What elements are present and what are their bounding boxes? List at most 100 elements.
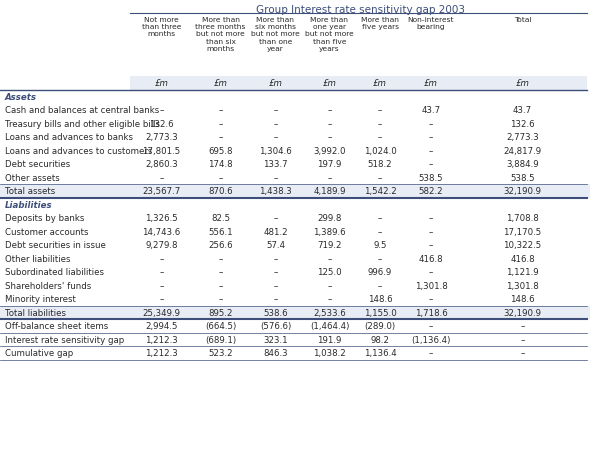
- Text: –: –: [378, 214, 382, 223]
- Text: 132.6: 132.6: [149, 119, 174, 129]
- Text: Debt securities: Debt securities: [5, 160, 70, 169]
- Text: More than
six months
but not more
than one
year: More than six months but not more than o…: [251, 17, 300, 52]
- Text: More than
three months
but not more
than six
months: More than three months but not more than…: [195, 17, 245, 52]
- Text: –: –: [327, 133, 332, 142]
- Text: 197.9: 197.9: [317, 160, 342, 169]
- Bar: [130, 77, 587, 90]
- Text: –: –: [429, 295, 433, 303]
- Text: 538.6: 538.6: [263, 308, 288, 317]
- Text: –: –: [378, 227, 382, 236]
- Text: –: –: [327, 254, 332, 263]
- Text: 148.6: 148.6: [510, 295, 535, 303]
- Text: (576.6): (576.6): [260, 322, 291, 330]
- Text: Non-interest
bearing: Non-interest bearing: [408, 17, 454, 30]
- Text: 1,389.6: 1,389.6: [313, 227, 346, 236]
- Text: –: –: [429, 241, 433, 250]
- Text: 133.7: 133.7: [263, 160, 288, 169]
- Text: 1,301.8: 1,301.8: [415, 281, 447, 290]
- Text: 24,817.9: 24,817.9: [503, 146, 542, 156]
- Text: Customer accounts: Customer accounts: [5, 227, 88, 236]
- Text: 416.8: 416.8: [419, 254, 443, 263]
- Text: 1,542.2: 1,542.2: [363, 187, 396, 196]
- Text: 4,189.9: 4,189.9: [313, 187, 346, 196]
- Text: –: –: [273, 174, 278, 182]
- Text: 25,349.9: 25,349.9: [143, 308, 181, 317]
- Text: 870.6: 870.6: [208, 187, 233, 196]
- Text: 1,121.9: 1,121.9: [506, 268, 539, 277]
- Text: –: –: [159, 174, 163, 182]
- Text: –: –: [273, 214, 278, 223]
- Text: 14,743.6: 14,743.6: [142, 227, 181, 236]
- Bar: [0, 185, 590, 198]
- Text: –: –: [378, 106, 382, 115]
- Text: –: –: [273, 268, 278, 277]
- Text: More than
five years: More than five years: [361, 17, 399, 30]
- Text: 556.1: 556.1: [208, 227, 233, 236]
- Text: 132.6: 132.6: [510, 119, 535, 129]
- Text: 846.3: 846.3: [263, 348, 288, 358]
- Text: –: –: [327, 281, 332, 290]
- Text: £m: £m: [516, 79, 529, 88]
- Text: 1,136.4: 1,136.4: [363, 348, 396, 358]
- Text: –: –: [273, 254, 278, 263]
- Text: 43.7: 43.7: [513, 106, 532, 115]
- Text: –: –: [218, 281, 222, 290]
- Text: 23,567.7: 23,567.7: [142, 187, 181, 196]
- Text: –: –: [159, 295, 163, 303]
- Text: Cumulative gap: Cumulative gap: [5, 348, 73, 358]
- Text: 32,190.9: 32,190.9: [503, 308, 542, 317]
- Text: 523.2: 523.2: [208, 348, 233, 358]
- Text: –: –: [273, 281, 278, 290]
- Text: Total assets: Total assets: [5, 187, 55, 196]
- Text: 1,438.3: 1,438.3: [259, 187, 292, 196]
- Text: 719.2: 719.2: [317, 241, 342, 250]
- Text: 895.2: 895.2: [208, 308, 232, 317]
- Text: 10,322.5: 10,322.5: [503, 241, 542, 250]
- Text: –: –: [429, 268, 433, 277]
- Text: Other assets: Other assets: [5, 174, 60, 182]
- Text: –: –: [378, 281, 382, 290]
- Text: Interest rate sensitivity gap: Interest rate sensitivity gap: [5, 335, 124, 344]
- Text: 17,170.5: 17,170.5: [503, 227, 542, 236]
- Text: 481.2: 481.2: [263, 227, 288, 236]
- Text: £m: £m: [155, 79, 168, 88]
- Text: 2,773.3: 2,773.3: [506, 133, 539, 142]
- Text: £m: £m: [214, 79, 227, 88]
- Text: Loans and advances to customers: Loans and advances to customers: [5, 146, 152, 156]
- Text: –: –: [378, 133, 382, 142]
- Text: 323.1: 323.1: [263, 335, 288, 344]
- Text: 2,773.3: 2,773.3: [145, 133, 178, 142]
- Text: £m: £m: [424, 79, 438, 88]
- Text: –: –: [378, 254, 382, 263]
- Text: –: –: [273, 106, 278, 115]
- Text: £m: £m: [268, 79, 283, 88]
- Text: 1,212.3: 1,212.3: [145, 348, 178, 358]
- Text: 9.5: 9.5: [373, 241, 387, 250]
- Text: –: –: [429, 146, 433, 156]
- Text: –: –: [429, 214, 433, 223]
- Text: –: –: [273, 295, 278, 303]
- Text: (1,136.4): (1,136.4): [411, 335, 451, 344]
- Text: –: –: [159, 106, 163, 115]
- Text: 1,212.3: 1,212.3: [145, 335, 178, 344]
- Text: –: –: [218, 268, 222, 277]
- Text: 299.8: 299.8: [317, 214, 342, 223]
- Text: –: –: [218, 254, 222, 263]
- Text: –: –: [429, 133, 433, 142]
- Text: 538.5: 538.5: [419, 174, 443, 182]
- Text: 2,994.5: 2,994.5: [145, 322, 178, 330]
- Text: –: –: [218, 106, 222, 115]
- Text: –: –: [327, 106, 332, 115]
- Text: –: –: [327, 119, 332, 129]
- Text: 2,533.6: 2,533.6: [313, 308, 346, 317]
- Text: –: –: [429, 348, 433, 358]
- Text: Deposits by banks: Deposits by banks: [5, 214, 84, 223]
- Text: 3,884.9: 3,884.9: [506, 160, 539, 169]
- Text: Group Interest rate sensitivity gap 2003: Group Interest rate sensitivity gap 2003: [255, 5, 464, 15]
- Text: Off-balance sheet items: Off-balance sheet items: [5, 322, 108, 330]
- Text: Loans and advances to banks: Loans and advances to banks: [5, 133, 133, 142]
- Text: Cash and balances at central banks: Cash and balances at central banks: [5, 106, 159, 115]
- Text: –: –: [218, 174, 222, 182]
- Text: –: –: [429, 322, 433, 330]
- Text: Not more
than three
months: Not more than three months: [142, 17, 181, 38]
